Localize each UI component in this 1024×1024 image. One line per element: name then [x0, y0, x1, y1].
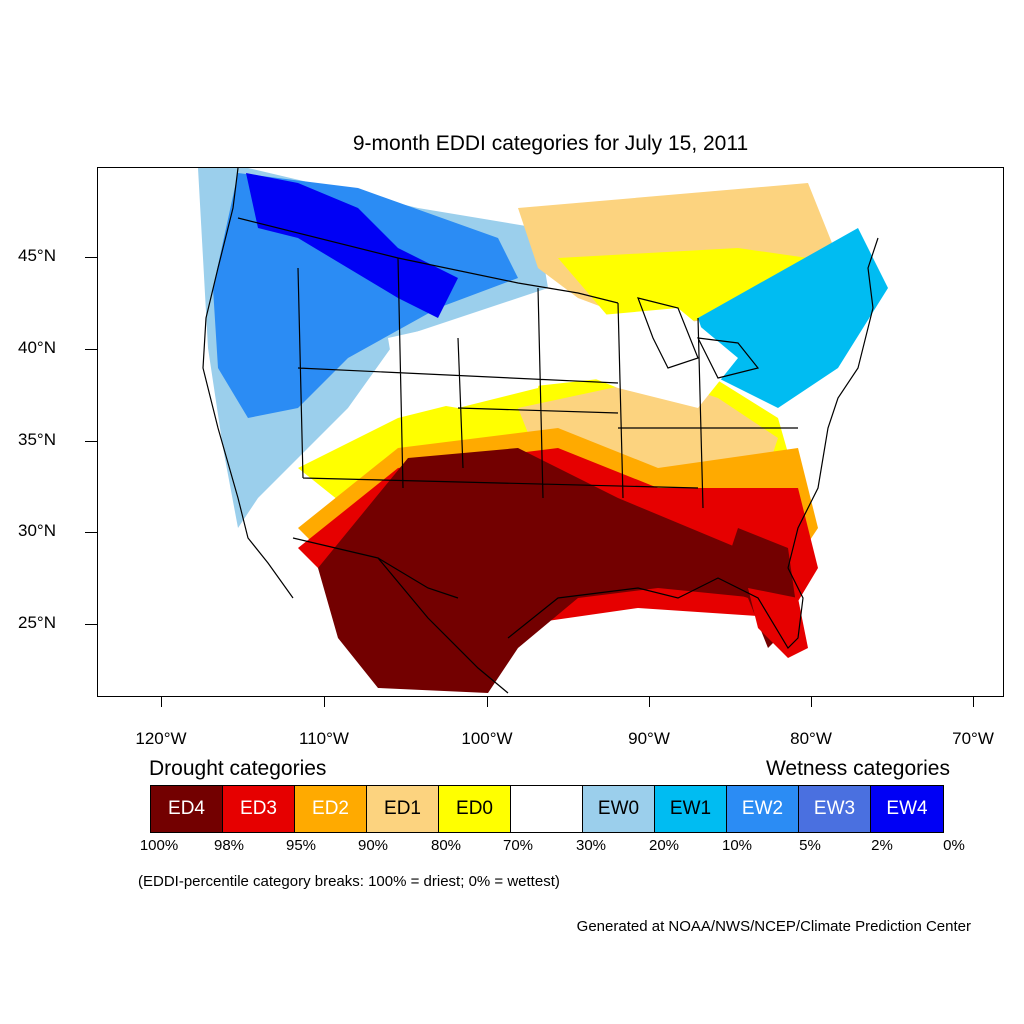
coastline-gulf — [377, 557, 804, 694]
legend-break: 20% — [648, 837, 680, 854]
border-mexico — [292, 537, 459, 599]
coastline-west — [202, 168, 294, 599]
lat-tick-35 — [85, 441, 97, 442]
lat-label-25: 25°N — [18, 613, 56, 632]
lat-label-40: 40°N — [18, 338, 56, 357]
legend-swatch-ed1: ED1 — [367, 786, 439, 832]
state-lines — [297, 257, 798, 509]
boundaries — [202, 168, 879, 694]
border-canada — [237, 217, 619, 304]
lon-tick-100 — [487, 697, 488, 707]
legend-swatch-ew3: EW3 — [799, 786, 871, 832]
legend-bar: ED4 ED3 ED2 ED1 ED0 EW0 EW1 EW2 EW3 EW4 — [150, 785, 944, 833]
region-neutral-plains — [388, 318, 548, 408]
lat-label-45: 45°N — [18, 246, 56, 265]
legend-break: 0% — [943, 837, 965, 854]
category-regions — [198, 168, 888, 693]
lon-label-100: 100°W — [461, 729, 513, 748]
legend-break: 70% — [502, 837, 534, 854]
region-ed4-south — [318, 448, 778, 693]
lon-label-120: 120°W — [135, 729, 187, 748]
legend-break: 80% — [430, 837, 462, 854]
legend-swatch-ed2: ED2 — [295, 786, 367, 832]
wetness-heading: Wetness categories — [765, 757, 950, 780]
credit-line: Generated at NOAA/NWS/NCEP/Climate Predi… — [576, 918, 971, 935]
legend-swatch-ed4: ED4 — [151, 786, 223, 832]
great-lakes — [637, 297, 760, 379]
lon-tick-80 — [811, 697, 812, 707]
legend-break: 98% — [213, 837, 245, 854]
lat-label-30: 30°N — [18, 521, 56, 540]
eddi-map — [198, 168, 888, 694]
legend-swatch-ed3: ED3 — [223, 786, 295, 832]
legend-swatch-neutral — [511, 786, 583, 832]
legend-swatch-ew2: EW2 — [727, 786, 799, 832]
legend-swatch-ew1: EW1 — [655, 786, 727, 832]
lat-tick-40 — [85, 349, 97, 350]
region-ew4-north — [246, 173, 458, 318]
lat-tick-45 — [85, 257, 97, 258]
legend-swatch-ew0: EW0 — [583, 786, 655, 832]
lon-label-110: 110°W — [299, 729, 349, 748]
drought-heading: Drought categories — [149, 757, 327, 780]
legend-swatch-ew4: EW4 — [871, 786, 943, 832]
legend-break: 100% — [139, 837, 179, 854]
map-title: 9-month EDDI categories for July 15, 201… — [352, 132, 749, 155]
lat-tick-30 — [85, 532, 97, 533]
legend-break: 10% — [721, 837, 753, 854]
region-ew1-northeast — [698, 228, 888, 408]
lat-tick-25 — [85, 624, 97, 625]
lon-label-80: 80°W — [790, 729, 832, 748]
lon-label-70: 70°W — [952, 729, 994, 748]
legend-swatch-ed0: ED0 — [439, 786, 511, 832]
lon-tick-110 — [324, 697, 325, 707]
lon-tick-120 — [161, 697, 162, 707]
lon-tick-90 — [649, 697, 650, 707]
lon-label-90: 90°W — [628, 729, 670, 748]
legend-break: 5% — [799, 837, 821, 854]
legend-break: 30% — [575, 837, 607, 854]
lat-label-35: 35°N — [18, 430, 56, 449]
legend-break: 2% — [871, 837, 893, 854]
legend-break: 90% — [357, 837, 389, 854]
map-panel — [97, 167, 1004, 697]
lon-tick-70 — [973, 697, 974, 707]
legend-note: (EDDI-percentile category breaks: 100% =… — [138, 873, 560, 890]
legend-break: 95% — [285, 837, 317, 854]
coastline-east — [787, 237, 879, 569]
